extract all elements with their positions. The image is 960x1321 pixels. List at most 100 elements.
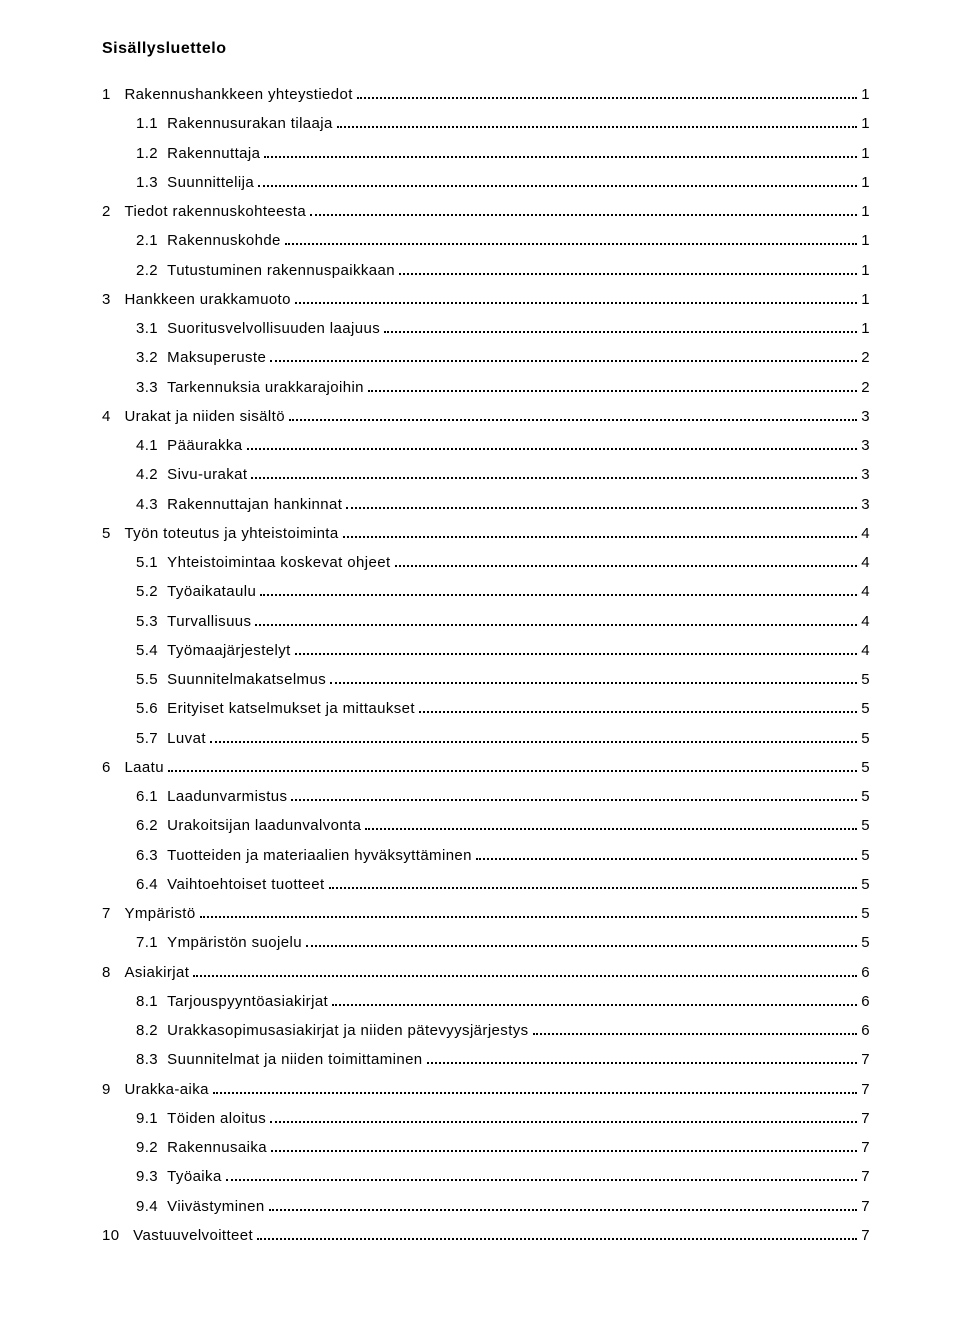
toc-entry-page: 4	[861, 577, 870, 606]
toc-entry-page: 7	[861, 1221, 870, 1250]
toc-entry: 6.1 Laadunvarmistus 5	[102, 782, 870, 811]
toc-entry-label: 1.1 Rakennusurakan tilaaja	[136, 109, 333, 138]
toc-entry: 8.3 Suunnitelmat ja niiden toimittaminen…	[102, 1045, 870, 1074]
toc-entry-page: 3	[861, 460, 870, 489]
toc-dot-leader	[476, 844, 857, 860]
toc-dot-leader	[343, 522, 858, 538]
toc-entry-page: 5	[861, 724, 870, 753]
toc-entry-label: 6.2 Urakoitsijan laadunvalvonta	[136, 811, 361, 840]
toc-entry-label: 5.7 Luvat	[136, 724, 206, 753]
toc-entry-page: 4	[861, 519, 870, 548]
toc-entry-label: 2 Tiedot rakennuskohteesta	[102, 197, 306, 226]
toc-dot-leader	[285, 230, 857, 246]
toc-entry-label: 9.4 Viivästyminen	[136, 1192, 265, 1221]
toc-entry-label: 3.1 Suoritusvelvollisuuden laajuus	[136, 314, 380, 343]
toc-entry-label: 6.1 Laadunvarmistus	[136, 782, 287, 811]
toc-entry-page: 5	[861, 753, 870, 782]
toc-dot-leader	[193, 961, 857, 977]
toc-entry-label: 9 Urakka-aika	[102, 1075, 209, 1104]
toc-entry-page: 5	[861, 841, 870, 870]
toc-entry-page: 7	[861, 1104, 870, 1133]
toc-entry-page: 6	[861, 1016, 870, 1045]
toc-entry-page: 7	[861, 1133, 870, 1162]
toc-entry-label: 2.2 Tutustuminen rakennuspaikkaan	[136, 256, 395, 285]
toc-list: 1 Rakennushankkeen yhteystiedot 11.1 Rak…	[102, 80, 870, 1250]
toc-entry-page: 7	[861, 1192, 870, 1221]
toc-dot-leader	[329, 873, 858, 889]
toc-dot-leader	[251, 464, 857, 480]
toc-entry: 1.2 Rakennuttaja 1	[102, 139, 870, 168]
toc-dot-leader	[295, 288, 857, 304]
toc-dot-leader	[337, 113, 857, 129]
toc-entry-label: 8.2 Urakkasopimusasiakirjat ja niiden pä…	[136, 1016, 529, 1045]
toc-entry: 6 Laatu 5	[102, 753, 870, 782]
toc-entry-page: 4	[861, 636, 870, 665]
toc-entry-page: 6	[861, 987, 870, 1016]
toc-entry-label: 5.1 Yhteistoimintaa koskevat ohjeet	[136, 548, 391, 577]
toc-entry-page: 3	[861, 431, 870, 460]
toc-entry-page: 7	[861, 1045, 870, 1074]
toc-entry-page: 2	[861, 343, 870, 372]
toc-entry-page: 5	[861, 811, 870, 840]
toc-dot-leader	[213, 1078, 857, 1094]
toc-entry: 3 Hankkeen urakkamuoto 1	[102, 285, 870, 314]
toc-entry: 5.6 Erityiset katselmukset ja mittaukset…	[102, 694, 870, 723]
toc-title: Sisällysluettelo	[102, 40, 870, 58]
toc-entry-label: 4.3 Rakennuttajan hankinnat	[136, 490, 342, 519]
toc-dot-leader	[330, 669, 857, 685]
toc-dot-leader	[346, 493, 857, 509]
toc-entry: 1.3 Suunnittelija 1	[102, 168, 870, 197]
toc-dot-leader	[168, 756, 857, 772]
toc-entry-label: 7.1 Ympäristön suojelu	[136, 928, 302, 957]
toc-entry-label: 9.1 Töiden aloitus	[136, 1104, 266, 1133]
toc-entry-page: 1	[861, 256, 870, 285]
toc-entry-label: 3.3 Tarkennuksia urakkarajoihin	[136, 373, 364, 402]
toc-entry: 5.2 Työaikataulu 4	[102, 577, 870, 606]
toc-entry-page: 5	[861, 899, 870, 928]
toc-entry-page: 1	[861, 314, 870, 343]
toc-dot-leader	[368, 376, 857, 392]
toc-entry-page: 1	[861, 139, 870, 168]
toc-entry-label: 4.2 Sivu-urakat	[136, 460, 247, 489]
toc-dot-leader	[264, 142, 857, 158]
toc-entry-page: 2	[861, 373, 870, 402]
toc-dot-leader	[332, 990, 857, 1006]
toc-entry: 1 Rakennushankkeen yhteystiedot 1	[102, 80, 870, 109]
toc-entry: 8 Asiakirjat 6	[102, 958, 870, 987]
toc-entry: 9 Urakka-aika 7	[102, 1075, 870, 1104]
toc-entry-label: 1.3 Suunnittelija	[136, 168, 254, 197]
toc-entry: 5 Työn toteutus ja yhteistoiminta 4	[102, 519, 870, 548]
toc-entry: 7.1 Ympäristön suojelu 5	[102, 928, 870, 957]
toc-entry-label: 3 Hankkeen urakkamuoto	[102, 285, 291, 314]
toc-entry: 4.1 Pääurakka 3	[102, 431, 870, 460]
toc-entry-label: 1.2 Rakennuttaja	[136, 139, 260, 168]
toc-dot-leader	[210, 727, 857, 743]
toc-entry-page: 1	[861, 109, 870, 138]
toc-entry-label: 9.3 Työaika	[136, 1162, 222, 1191]
toc-dot-leader	[289, 405, 857, 421]
toc-dot-leader	[306, 932, 857, 948]
toc-entry: 4 Urakat ja niiden sisältö 3	[102, 402, 870, 431]
toc-entry-label: 6.4 Vaihtoehtoiset tuotteet	[136, 870, 325, 899]
toc-entry: 7 Ympäristö 5	[102, 899, 870, 928]
toc-dot-leader	[291, 786, 857, 802]
toc-dot-leader	[384, 318, 857, 334]
toc-entry-label: 7 Ympäristö	[102, 899, 196, 928]
toc-entry: 6.4 Vaihtoehtoiset tuotteet 5	[102, 870, 870, 899]
toc-entry-page: 1	[861, 285, 870, 314]
toc-entry-page: 1	[861, 168, 870, 197]
toc-entry-page: 6	[861, 958, 870, 987]
toc-entry: 2 Tiedot rakennuskohteesta 1	[102, 197, 870, 226]
toc-entry-label: 9.2 Rakennusaika	[136, 1133, 267, 1162]
toc-entry-page: 5	[861, 665, 870, 694]
toc-entry: 5.5 Suunnitelmakatselmus 5	[102, 665, 870, 694]
toc-entry-label: 8.3 Suunnitelmat ja niiden toimittaminen	[136, 1045, 423, 1074]
toc-entry-page: 5	[861, 694, 870, 723]
toc-entry-page: 4	[861, 548, 870, 577]
toc-entry-label: 4 Urakat ja niiden sisältö	[102, 402, 285, 431]
toc-entry: 4.3 Rakennuttajan hankinnat 3	[102, 490, 870, 519]
toc-entry-label: 8 Asiakirjat	[102, 958, 189, 987]
toc-entry: 6.3 Tuotteiden ja materiaalien hyväksytt…	[102, 841, 870, 870]
toc-dot-leader	[365, 815, 857, 831]
toc-dot-leader	[247, 435, 858, 451]
